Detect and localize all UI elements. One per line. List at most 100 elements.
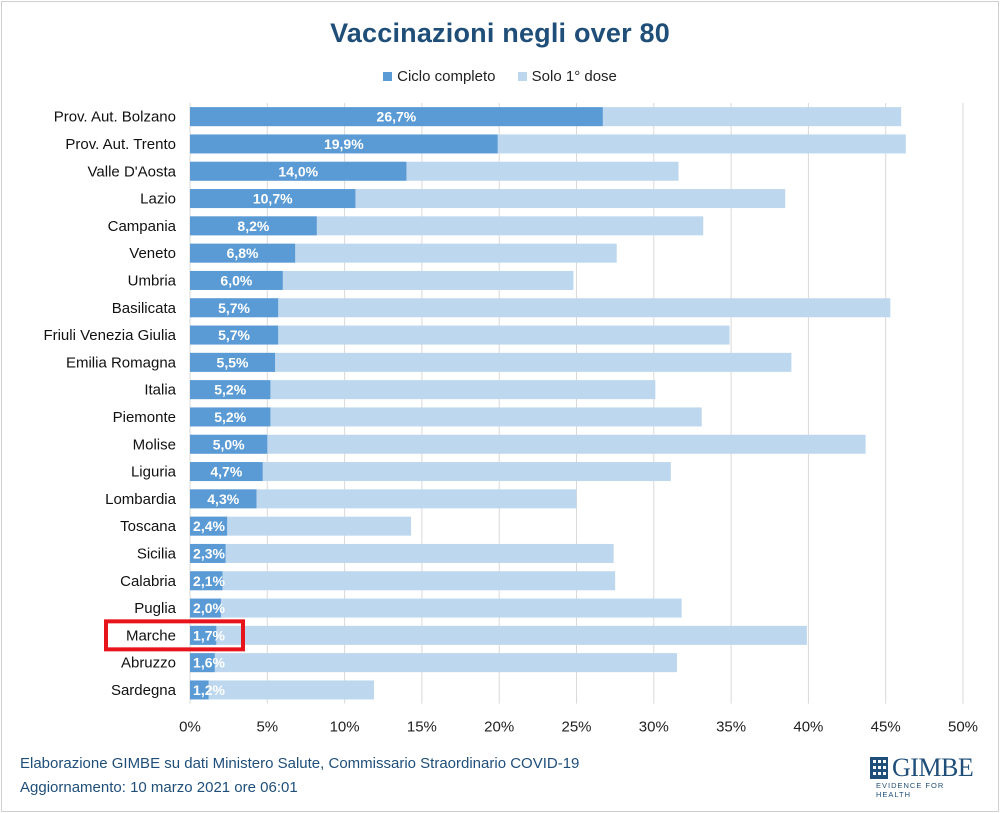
bar-first-dose [190,407,702,427]
x-tick-label: 25% [561,719,591,736]
bar-full-cycle [190,134,498,154]
bar-full-cycle [190,434,268,454]
bar-first-dose [190,380,656,400]
category-label: Prov. Aut. Bolzano [54,109,176,126]
gimbe-logo: GIMBE EVIDENCE FOR HEALTH [864,753,974,799]
bar-full-cycle [190,189,356,209]
category-label: Sicilia [137,545,177,562]
data-label: 4,7% [210,464,242,480]
x-tick-label: 50% [948,719,978,736]
bar-full-cycle [190,352,276,372]
bar-full-cycle [190,625,217,645]
bar-first-dose [190,543,614,563]
bar-first-dose [190,653,677,673]
category-label: Veneto [129,245,176,262]
category-label: Lazio [140,191,176,208]
category-label: Molise [133,436,176,453]
bar-full-cycle [190,516,228,536]
bar-full-cycle [190,380,271,400]
data-label: 5,5% [217,354,249,370]
legend-swatch-full [383,72,393,81]
category-label: Prov. Aut. Trento [65,136,176,153]
data-label: 26,7% [377,109,417,125]
legend-label-full: Ciclo completo [397,68,496,85]
bar-full-cycle [190,216,317,236]
category-label: Abruzzo [121,655,176,672]
bar-full-cycle [190,407,271,427]
x-tick-label: 5% [256,719,278,736]
bar-full-cycle [190,270,283,290]
legend-item-first: Solo 1° dose [517,68,617,85]
bar-first-dose [190,489,577,509]
data-label: 1,6% [193,655,225,671]
category-label: Italia [144,382,176,399]
category-label: Basilicata [112,300,177,317]
bar-first-dose [190,625,807,645]
bar-first-dose [190,270,574,290]
data-label: 8,2% [237,218,269,234]
bar-full-cycle [190,543,226,563]
bar-first-dose [190,571,616,591]
data-label: 5,7% [218,327,250,343]
x-tick-label: 30% [639,719,669,736]
data-label: 5,2% [214,409,246,425]
logo-name: GIMBE [892,753,974,782]
bar-full-cycle [190,680,209,700]
bar-first-dose [190,243,617,263]
category-label: Campania [108,218,177,235]
data-label: 6,8% [227,245,259,261]
data-label: 14,0% [278,163,318,179]
x-tick-label: 40% [793,719,823,736]
source-note: Elaborazione GIMBE su dati Ministero Sal… [20,755,580,772]
category-label: Valle D'Aosta [88,163,177,180]
data-label: 1,7% [193,627,225,643]
bar-first-dose [190,434,866,454]
chart-title: Vaccinazioni negli over 80 [330,18,670,48]
category-label: Umbria [128,272,177,289]
bar-full-cycle [190,243,296,263]
bar-first-dose [190,462,671,482]
category-label: Calabria [120,573,177,590]
category-label: Emilia Romagna [66,354,177,371]
data-label: 2,3% [193,545,225,561]
update-note: Aggiornamento: 10 marzo 2021 ore 06:01 [20,779,298,796]
highlight-box [104,619,245,652]
category-label: Liguria [131,464,177,481]
bar-first-dose [190,598,682,618]
data-label: 6,0% [220,272,252,288]
bar-full-cycle [190,598,221,618]
bar-full-cycle [190,571,223,591]
logo-tagline: EVIDENCE FOR HEALTH [876,781,945,799]
data-label: 2,0% [193,600,225,616]
category-label: Marche [126,627,176,644]
category-label: Sardegna [111,682,177,699]
bar-first-dose [190,216,704,236]
data-label: 10,7% [253,191,293,207]
bar-full-cycle [190,298,279,318]
category-label: Toscana [120,518,177,535]
legend-swatch-first [517,72,527,81]
x-tick-label: 10% [330,719,360,736]
data-label: 2,4% [193,518,225,534]
x-tick-label: 0% [179,719,201,736]
x-tick-label: 20% [484,719,514,736]
x-tick-label: 35% [716,719,746,736]
bar-full-cycle [190,161,407,181]
bar-first-dose [190,298,891,318]
bar-full-cycle [190,653,215,673]
category-label: Friuli Venezia Giulia [43,327,176,344]
bar-full-cycle [190,107,603,127]
bar-chart: 0% 5% 10% 15% 20% 25% 30% 35% 40% 45% 50% Prov. Aut… [43,103,978,736]
bar-full-cycle [190,489,257,509]
bar-first-dose [190,325,730,345]
category-label: Lombardia [105,491,177,508]
data-label: 5,2% [214,382,246,398]
data-label: 5,7% [218,300,250,316]
data-label: 1,2% [193,682,225,698]
data-label: 4,3% [207,491,239,507]
data-label: 5,0% [213,436,245,452]
gimbe-logo-icon [870,757,888,779]
bar-first-dose [190,516,412,536]
legend-item-full: Ciclo completo [383,68,495,85]
